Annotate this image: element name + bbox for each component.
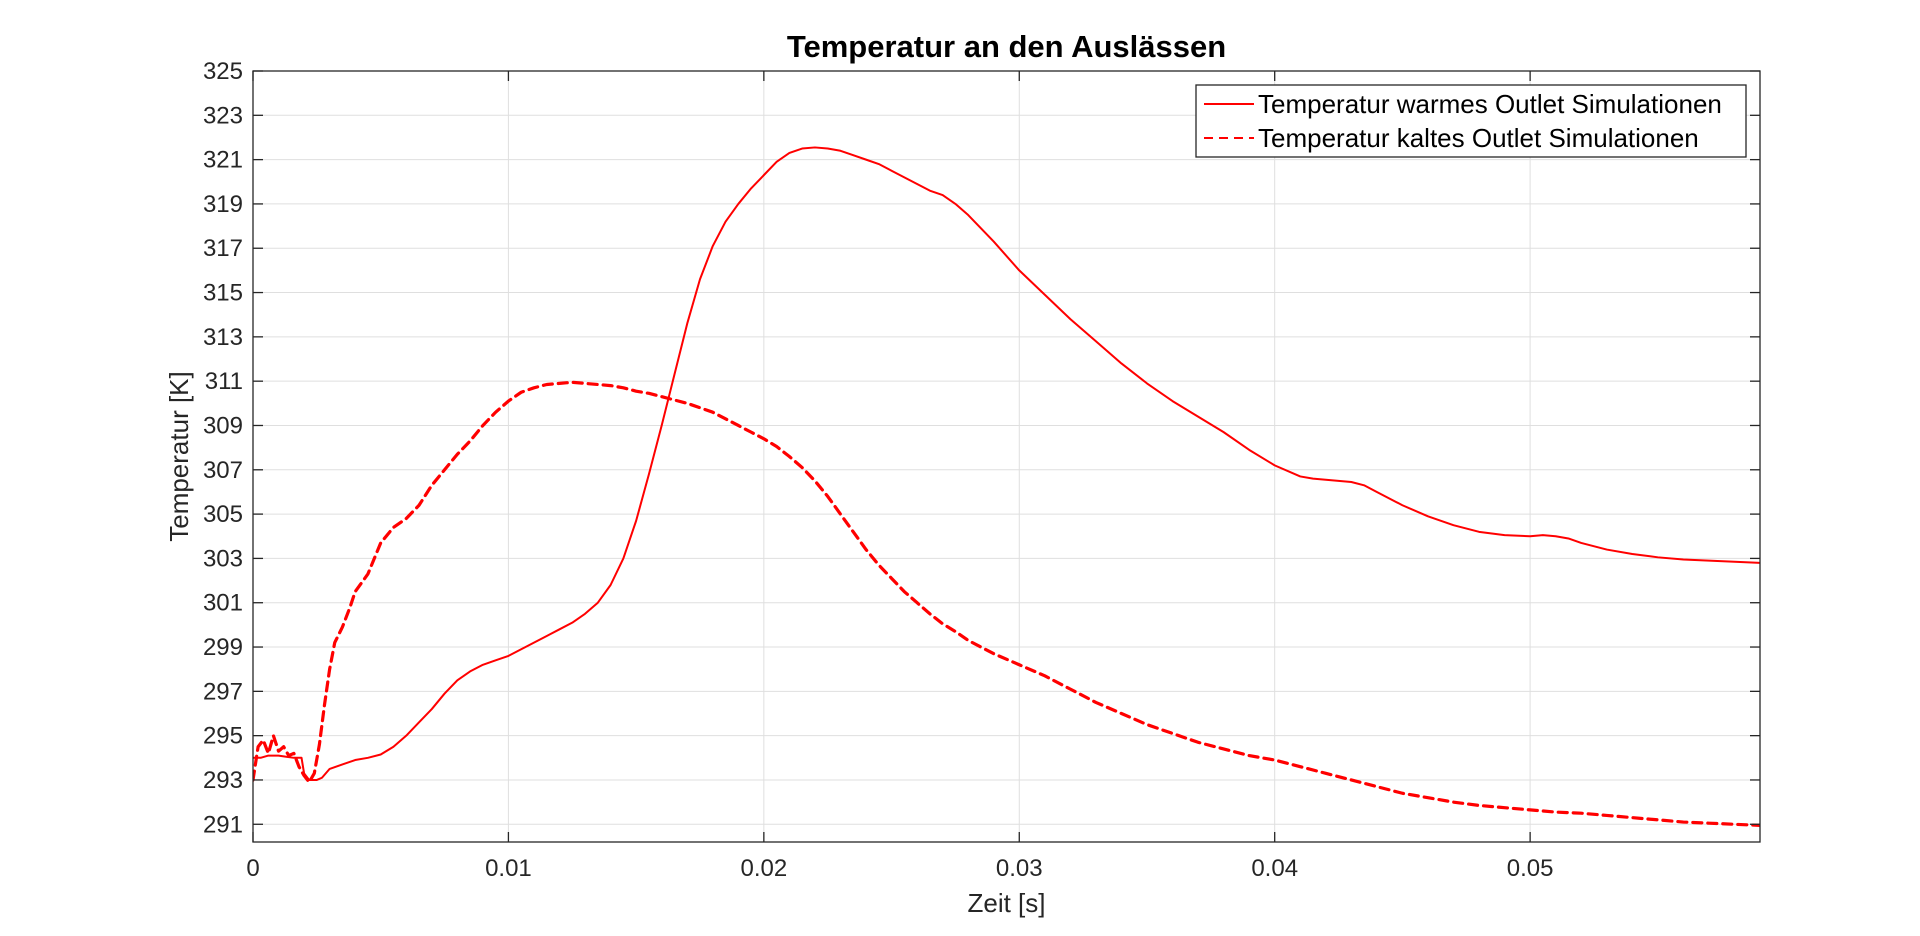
y-tick-label: 305 (203, 501, 243, 528)
y-tick-label: 319 (203, 191, 243, 218)
legend-label-warm-outlet: Temperatur warmes Outlet Simulationen (1258, 89, 1722, 119)
y-tick-label: 321 (203, 147, 243, 174)
series-line-warm-outlet (253, 146, 1760, 781)
series-lines (253, 146, 1760, 827)
x-tick-label: 0.04 (1251, 855, 1298, 882)
plot-area (253, 71, 1760, 842)
y-tick-label: 313 (203, 324, 243, 351)
legend: Temperatur warmes Outlet Simulationen Te… (1195, 84, 1747, 158)
y-tick-label: 291 (203, 811, 243, 838)
y-tick-label: 311 (205, 368, 243, 395)
y-tick-label: 303 (203, 545, 243, 572)
y-tick-label: 325 (203, 58, 243, 85)
y-tick-label: 317 (203, 235, 243, 262)
axes-frame (252, 70, 1761, 843)
x-tick-label: 0.02 (740, 855, 787, 882)
y-tick-label: 309 (203, 412, 243, 439)
x-tick-label: 0.03 (996, 855, 1043, 882)
x-axis-label: Zeit [s] (967, 888, 1045, 918)
x-tick-label: 0.01 (485, 855, 532, 882)
y-tick-label: 297 (203, 678, 243, 705)
grid-lines (252, 70, 1760, 842)
axis-ticks: 291 293 295 297 299 301 303 305 307 309 311 313 315 3… (203, 58, 1760, 882)
series-line-cold-outlet (253, 380, 1760, 827)
y-tick-label: 307 (203, 457, 243, 484)
y-tick-label: 323 (203, 102, 243, 129)
x-tick-label: 0.05 (1507, 855, 1554, 882)
y-tick-label: 295 (203, 723, 243, 750)
x-tick-label: 0 (246, 855, 259, 882)
y-tick-label: 299 (203, 634, 243, 661)
chart-title: Temperatur an den Auslässen (787, 29, 1226, 64)
legend-box (1195, 84, 1747, 158)
y-tick-label: 301 (203, 590, 243, 617)
y-axis-label: Temperatur [K] (164, 371, 194, 542)
y-tick-label: 293 (203, 767, 243, 794)
y-tick-label: 315 (203, 280, 243, 307)
legend-label-cold-outlet: Temperatur kaltes Outlet Simulationen (1258, 123, 1699, 153)
